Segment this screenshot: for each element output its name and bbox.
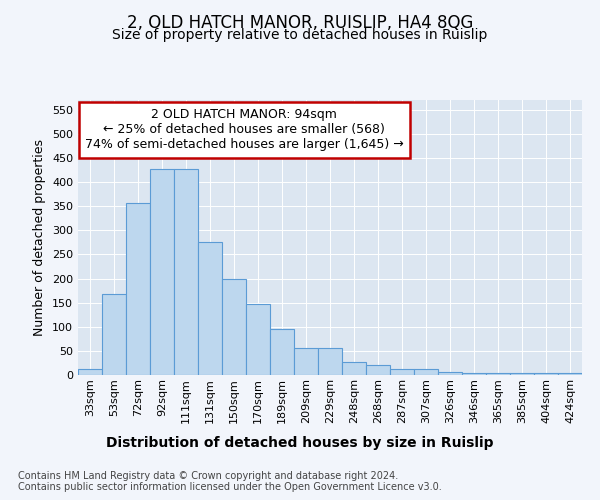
Bar xyxy=(318,348,342,375)
Bar xyxy=(366,366,390,375)
Bar xyxy=(534,372,558,375)
Bar xyxy=(486,372,510,375)
Bar xyxy=(174,168,198,375)
Text: Size of property relative to detached houses in Ruislip: Size of property relative to detached ho… xyxy=(112,28,488,42)
Text: Contains public sector information licensed under the Open Government Licence v3: Contains public sector information licen… xyxy=(18,482,442,492)
Bar xyxy=(462,372,486,375)
Bar xyxy=(270,328,294,375)
Bar xyxy=(126,203,150,375)
Bar xyxy=(414,369,438,375)
Text: 2, OLD HATCH MANOR, RUISLIP, HA4 8QG: 2, OLD HATCH MANOR, RUISLIP, HA4 8QG xyxy=(127,14,473,32)
Bar xyxy=(78,368,102,375)
Bar xyxy=(558,372,582,375)
Bar xyxy=(222,278,246,375)
Bar xyxy=(294,348,318,375)
Bar xyxy=(438,372,462,375)
Text: Distribution of detached houses by size in Ruislip: Distribution of detached houses by size … xyxy=(106,436,494,450)
Bar xyxy=(390,369,414,375)
Bar xyxy=(102,294,126,375)
Bar xyxy=(198,242,222,375)
Bar xyxy=(246,304,270,375)
Bar xyxy=(510,373,534,375)
Text: 2 OLD HATCH MANOR: 94sqm
← 25% of detached houses are smaller (568)
74% of semi-: 2 OLD HATCH MANOR: 94sqm ← 25% of detach… xyxy=(85,108,404,151)
Y-axis label: Number of detached properties: Number of detached properties xyxy=(34,139,46,336)
Bar xyxy=(150,168,174,375)
Bar xyxy=(342,362,366,375)
Text: Contains HM Land Registry data © Crown copyright and database right 2024.: Contains HM Land Registry data © Crown c… xyxy=(18,471,398,481)
